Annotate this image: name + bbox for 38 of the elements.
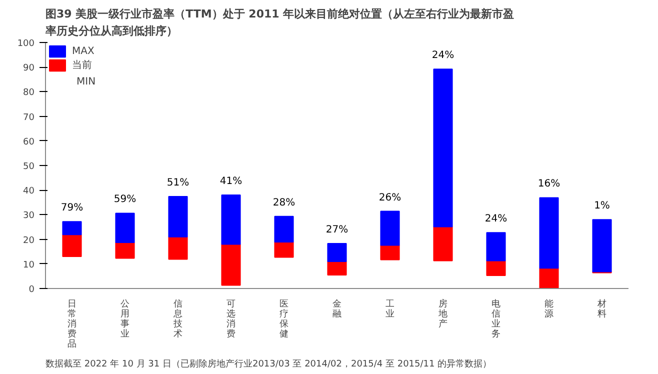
- y-tick-label: 10: [23, 260, 35, 270]
- legend-label: MAX: [72, 44, 94, 58]
- legend-label: 当前: [72, 58, 92, 72]
- y-tick-label: 80: [23, 88, 35, 98]
- y-tick-label: 50: [23, 162, 35, 172]
- x-tick-label: 能源: [544, 298, 554, 320]
- x-tick-label: 材料: [596, 298, 606, 320]
- y-tick-label: 20: [23, 236, 35, 246]
- y-tick-label: 70: [23, 112, 35, 123]
- y-tick-label: 30: [23, 211, 35, 222]
- y-tick-label: 0: [28, 285, 35, 295]
- y-tick-label: 100: [17, 39, 35, 49]
- x-tick-label: 电信业务: [492, 298, 500, 340]
- annotation: 16%: [538, 178, 560, 190]
- x-tick-label: 日常消费品: [68, 300, 76, 350]
- x-tick-label: 工业: [386, 300, 394, 320]
- x-tick-label: 信息技术: [172, 298, 182, 340]
- y-tick-label: 40: [23, 186, 35, 197]
- annotation: 79%: [60, 202, 84, 214]
- y-tick-label: 60: [23, 137, 35, 148]
- x-tick-label: 房地产: [438, 298, 448, 330]
- x-tick-label: 公用事业: [120, 298, 130, 340]
- annotation: 24%: [484, 214, 508, 225]
- y-tick-label: 90: [23, 64, 35, 74]
- annotation: 1%: [594, 200, 610, 212]
- annotation: 59%: [114, 194, 136, 206]
- annotation: 26%: [378, 192, 402, 204]
- chart-title: 图39 美股一级行业市盈率（TTM）处于 2011 年以来目前绝对位置（从左至右行业为最新市盈率历史分位从高到低排序）: [44, 8, 514, 38]
- x-tick-label: 医疗保健: [280, 298, 288, 340]
- annotation: 24%: [432, 50, 454, 62]
- annotation: 41%: [220, 176, 242, 188]
- text: 数据截至 2022 年 10 月 31 日（已剔除房地产行业2013/03 至 2014/02，2015/4 至 2015/11 的异常数据）: [46, 358, 492, 370]
- annotation: 28%: [272, 197, 296, 208]
- x-tick-label: 可选消费: [226, 300, 236, 340]
- annotation: MIN: [76, 76, 96, 88]
- annotation: 27%: [326, 224, 348, 236]
- x-tick-label: 金融: [332, 298, 342, 320]
- annotation: 51%: [166, 177, 190, 188]
